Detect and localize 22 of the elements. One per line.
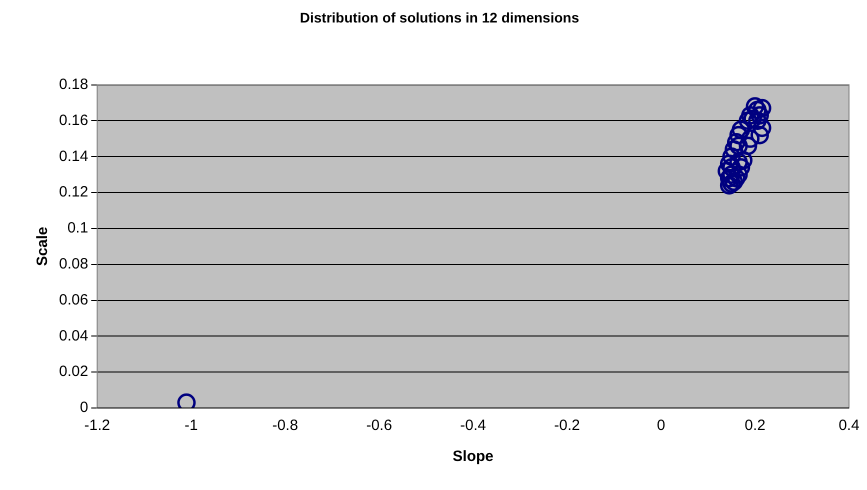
y-tick-label: 0.04 [58,327,88,344]
y-tick-label: 0.02 [58,363,88,380]
x-tick-label: -1 [184,417,198,434]
x-tick-label: -0.8 [272,417,298,434]
y-tick-label: 0.14 [58,148,88,165]
x-tick-label: 0.2 [744,417,766,434]
y-tick-label: 0.12 [58,184,88,201]
x-tick-label: -1.2 [84,417,110,434]
x-tick-label: -0.6 [366,417,392,434]
y-axis-title: Scale [34,226,52,266]
chart-title: Distribution of solutions in 12 dimensions [300,9,580,26]
x-tick-label: -0.2 [554,417,580,434]
y-tick-label: 0.18 [58,76,88,93]
y-tick-label: 0 [80,399,88,416]
y-tick-label: 0.1 [67,220,88,237]
x-tick-label: 0.4 [838,417,860,434]
x-tick-label: 0 [656,417,666,434]
x-tick-label: -0.4 [460,417,486,434]
x-axis-title: Slope [452,448,494,466]
y-tick-label: 0.16 [58,112,88,129]
y-tick-label: 0.06 [58,291,88,308]
y-tick-label: 0.08 [58,255,88,272]
